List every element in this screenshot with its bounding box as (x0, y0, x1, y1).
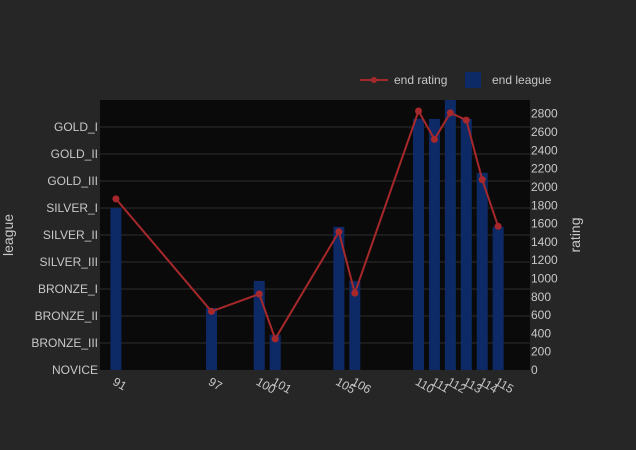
left-y-tick-label: SILVER_II (43, 228, 98, 242)
legend-label-line: end rating (394, 73, 447, 87)
right-y-tick-label: 600 (531, 308, 551, 322)
right-y-axis-ticks: 0 200 400 600 800 1000 1200 1400 1600 1800 2000 220… (531, 107, 558, 377)
rating-line (115, 108, 500, 342)
left-y-tick-label: SILVER_III (40, 255, 98, 269)
rating-point[interactable] (478, 176, 486, 184)
right-y-tick-label: 2400 (531, 143, 558, 157)
bar-series (110, 100, 504, 371)
bar[interactable] (110, 208, 122, 370)
bar[interactable] (413, 118, 425, 371)
left-y-tick-label: BRONZE_I (38, 282, 98, 296)
left-y-tick-label: GOLD_II (51, 147, 98, 161)
rating-point[interactable] (335, 228, 343, 236)
x-tick-label: 106 (349, 374, 374, 396)
bar[interactable] (333, 226, 345, 370)
left-axis-title: league (0, 214, 16, 256)
rating-point[interactable] (351, 289, 359, 297)
left-y-tick-label: NOVICE (52, 363, 98, 377)
right-y-tick-label: 1000 (531, 271, 558, 285)
right-y-tick-label: 0 (531, 363, 538, 377)
rating-point[interactable] (430, 135, 438, 143)
legend[interactable]: end rating end league (360, 72, 552, 88)
right-y-tick-label: 1200 (531, 253, 558, 267)
legend-line-marker (371, 77, 377, 83)
bar[interactable] (444, 100, 456, 370)
rating-point[interactable] (271, 335, 279, 343)
left-y-tick-label: GOLD_I (54, 120, 98, 134)
left-y-tick-label: SILVER_I (46, 201, 98, 215)
right-y-tick-label: 1600 (531, 217, 558, 231)
right-y-tick-label: 2800 (531, 107, 558, 121)
rating-point[interactable] (112, 195, 120, 203)
right-y-tick-label: 1800 (531, 198, 558, 212)
left-y-tick-label: BRONZE_II (35, 309, 98, 323)
right-y-tick-label: 2200 (531, 162, 558, 176)
legend-item-bar[interactable]: end league (465, 72, 552, 88)
bar[interactable] (460, 118, 472, 371)
grid-lines (100, 126, 530, 344)
right-y-tick-label: 200 (531, 345, 551, 359)
right-y-tick-label: 400 (531, 326, 551, 340)
bar[interactable] (205, 307, 217, 370)
right-y-tick-label: 2600 (531, 125, 558, 139)
bar[interactable] (349, 280, 361, 370)
bar[interactable] (476, 172, 488, 370)
left-y-tick-label: BRONZE_III (31, 336, 98, 350)
bar[interactable] (253, 280, 265, 370)
bar[interactable] (269, 334, 281, 370)
bar[interactable] (492, 226, 504, 370)
rating-point[interactable] (415, 107, 423, 115)
legend-item-line[interactable]: end rating (360, 73, 447, 87)
rating-point[interactable] (462, 116, 470, 124)
bar[interactable] (428, 118, 440, 371)
x-tick-label: 115 (493, 374, 517, 396)
legend-bar-swatch (465, 72, 481, 88)
left-y-axis-ticks: NOVICE BRONZE_III BRONZE_II BRONZE_I SILVER_… (31, 120, 98, 377)
rating-point[interactable] (207, 307, 215, 315)
left-y-tick-label: GOLD_III (47, 174, 98, 188)
x-tick-label: 91 (110, 374, 129, 393)
right-y-tick-label: 1400 (531, 235, 558, 249)
right-axis-title: rating (567, 217, 583, 252)
right-y-tick-label: 2000 (531, 180, 558, 194)
x-tick-label: 97 (206, 374, 225, 393)
x-tick-label: 101 (270, 374, 295, 396)
rating-point[interactable] (255, 290, 263, 298)
right-y-tick-label: 800 (531, 290, 551, 304)
rating-point[interactable] (446, 109, 454, 117)
legend-label-bar: end league (492, 73, 552, 87)
line-series (112, 107, 502, 343)
rating-point[interactable] (494, 222, 502, 230)
